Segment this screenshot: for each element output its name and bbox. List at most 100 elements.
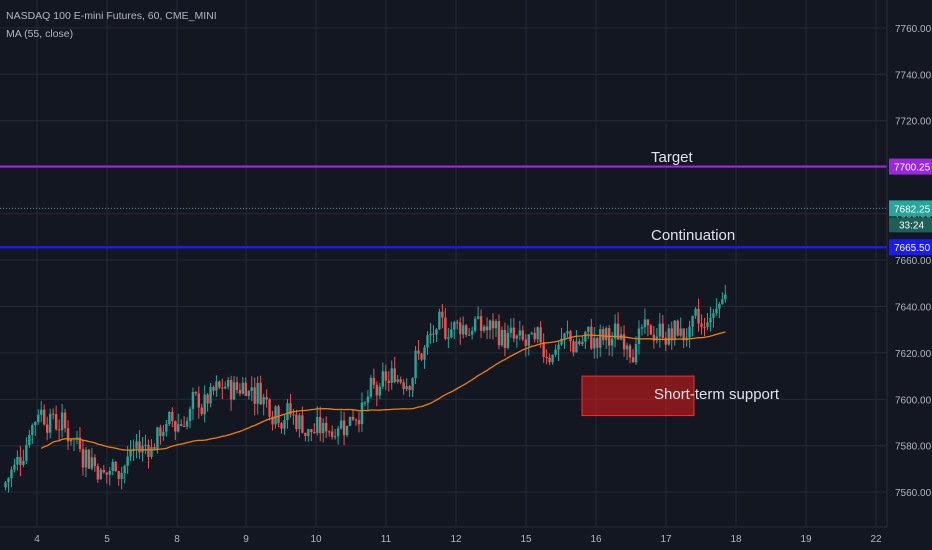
price-tick-label: 7740.00	[895, 70, 932, 81]
candle-body	[616, 323, 620, 340]
candle-body	[247, 391, 250, 396]
price-axis[interactable]: 7560.00 7580.00 7600.00 7620.00 7640.00 7660.…	[886, 0, 932, 550]
candle-body	[25, 445, 28, 461]
candle-body	[177, 424, 180, 432]
candle-body	[634, 344, 638, 363]
candle-body	[342, 420, 346, 436]
candle-body	[661, 323, 664, 338]
level-price-tag: 7665.50	[894, 243, 931, 254]
candle-body	[667, 328, 670, 345]
candle-body	[703, 326, 706, 328]
price-tick-label: 7600.00	[895, 395, 932, 406]
candle-body	[482, 326, 486, 331]
candle-body	[590, 326, 593, 349]
candle-body	[84, 449, 88, 468]
candle-body	[503, 330, 507, 348]
candle-body	[393, 368, 396, 382]
candle-body	[363, 402, 367, 404]
candle-body	[182, 425, 186, 427]
candle-body	[256, 382, 259, 404]
candle-body	[93, 457, 97, 467]
candle-body	[298, 415, 301, 430]
candle-body	[476, 316, 480, 319]
time-tick-label: 5	[104, 534, 110, 545]
candle-body	[548, 357, 551, 363]
candle-body	[706, 322, 709, 328]
candle-body	[310, 429, 313, 433]
candle-body	[325, 422, 328, 432]
candle-body	[557, 344, 560, 350]
candle-body	[587, 326, 590, 332]
candle-body	[551, 354, 554, 363]
candle-body	[274, 406, 277, 425]
candle-body	[533, 332, 536, 340]
candle-body	[512, 327, 516, 339]
candle-body	[174, 421, 177, 432]
candle-body	[330, 431, 334, 437]
candle-body	[226, 379, 230, 387]
candle-body	[4, 482, 7, 488]
candle-body	[515, 335, 519, 339]
time-tick-label: 17	[660, 534, 672, 545]
candle-body	[179, 424, 183, 426]
indicator-label[interactable]: MA (55, close)	[6, 28, 74, 40]
candle-body	[147, 444, 150, 457]
candle-body	[545, 357, 548, 359]
candle-body	[57, 429, 61, 431]
candle-body	[414, 350, 417, 379]
candle-body	[31, 425, 34, 436]
price-tick-label: 7720.00	[895, 117, 932, 128]
grid	[0, 0, 887, 527]
candle-body	[81, 449, 85, 468]
candle-body	[316, 417, 319, 433]
candle-body	[593, 338, 596, 349]
candle-body	[387, 380, 390, 383]
candle-body	[75, 437, 79, 439]
candle-body	[459, 322, 462, 335]
candle-body	[203, 394, 206, 415]
candle-body	[301, 415, 304, 433]
candle-body	[456, 322, 459, 324]
candle-body	[200, 407, 203, 415]
candle-body	[506, 332, 510, 348]
candle-body	[569, 331, 572, 342]
candle-body	[375, 384, 379, 396]
candle-body	[488, 320, 492, 331]
candle-body	[60, 412, 64, 431]
candle-body	[34, 421, 37, 426]
candle-body	[602, 329, 605, 341]
time-tick-label: 18	[730, 534, 742, 545]
level-price-tag-bg	[889, 158, 932, 175]
candle-body	[319, 417, 322, 434]
candle-body	[432, 333, 435, 335]
candle-body	[90, 457, 94, 469]
candle-body	[224, 386, 227, 389]
candle-body	[438, 311, 441, 330]
candle-body	[206, 394, 209, 404]
candle-body	[697, 308, 700, 324]
candle-body	[212, 386, 215, 391]
candle-body	[286, 403, 289, 421]
candle-body	[102, 469, 105, 473]
candle-body	[150, 447, 153, 457]
candle-body	[262, 397, 265, 405]
ma-line	[40, 331, 726, 451]
candles	[4, 284, 727, 493]
candle-body	[238, 389, 242, 394]
price-tick-label: 7660.00	[895, 256, 932, 267]
candle-body	[188, 408, 192, 421]
candle-body	[339, 420, 343, 429]
candle-body	[129, 450, 132, 457]
candle-body	[218, 381, 221, 388]
candle-body	[679, 328, 682, 336]
candle-body	[123, 465, 126, 473]
level-price-tag-bg	[889, 239, 932, 256]
candle-body	[271, 416, 274, 425]
time-axis[interactable]: 4 5 8 9 10 11 12 15 16 17 18 19 22	[0, 526, 932, 550]
candle-body	[168, 411, 171, 425]
candle-body	[390, 368, 393, 383]
candle-body	[521, 330, 524, 340]
candle-body	[191, 392, 195, 409]
